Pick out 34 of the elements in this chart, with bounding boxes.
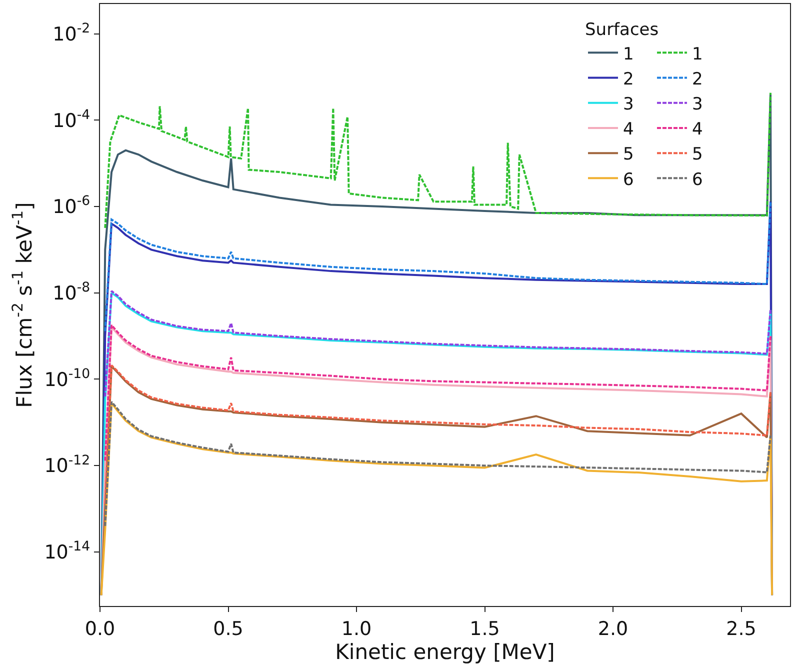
legend-label: 3 [692, 94, 703, 115]
legend-label: 3 [623, 94, 634, 115]
y-tick-label: 10$^{-14}$ [44, 540, 90, 564]
legend-label: 5 [623, 144, 634, 165]
line-series [104, 364, 772, 505]
x-tick-label: 0.5 [213, 618, 244, 640]
line-series [104, 400, 772, 527]
x-tick-label: 2.0 [598, 618, 628, 640]
x-tick-label: 2.5 [726, 618, 756, 640]
x-tick-label: 1.5 [470, 618, 500, 640]
x-tick-label: 1.0 [341, 618, 372, 640]
legend-label: 1 [692, 44, 703, 64]
y-tick-label: 10$^{-10}$ [44, 366, 90, 391]
line-series [104, 324, 772, 462]
legend-label: 6 [692, 170, 703, 190]
y-tick-label: 10$^{-4}$ [52, 108, 90, 132]
y-tick-label: 10$^{-6}$ [52, 194, 90, 218]
legend-label: 4 [692, 120, 703, 140]
legend-label: 2 [692, 69, 703, 90]
line-series [104, 200, 772, 332]
x-axis-title: Kinetic energy [MeV] [335, 640, 555, 664]
line-series [100, 402, 774, 596]
legend-label: 4 [623, 120, 634, 140]
legend-label: 1 [623, 44, 634, 64]
y-tick-label: 10$^{-8}$ [52, 280, 90, 305]
line-series [104, 92, 772, 229]
legend-title: Surfaces [585, 20, 659, 40]
y-tick-label: 10$^{-2}$ [52, 21, 90, 46]
y-tick-label: 10$^{-12}$ [44, 453, 90, 478]
legend-label: 5 [692, 144, 703, 165]
legend-label: 6 [623, 170, 634, 190]
line-series [104, 290, 772, 398]
legend-label: 2 [623, 69, 634, 90]
x-tick-label: 0.0 [84, 618, 116, 640]
